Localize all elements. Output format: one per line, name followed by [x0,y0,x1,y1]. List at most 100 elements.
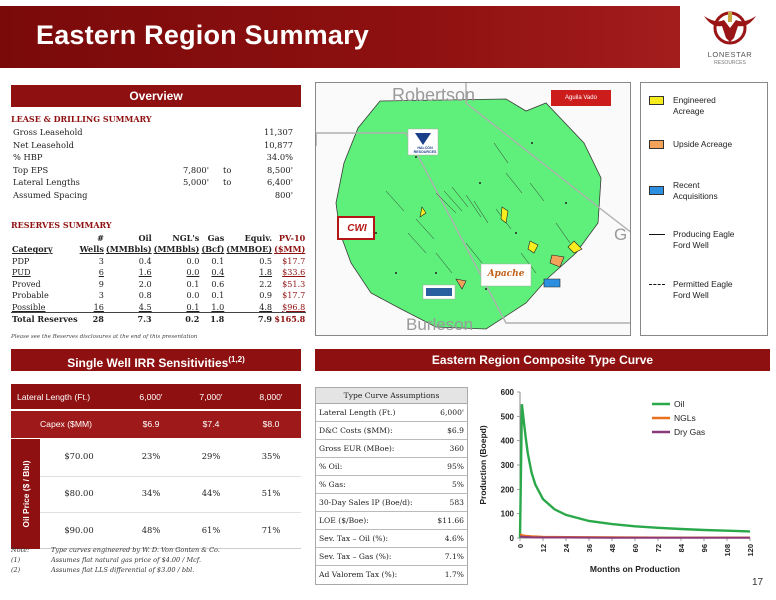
tca-label: LOE ($/Boe): [319,516,369,525]
lease-label: Gross Leasehold [13,127,83,137]
lease-row: Top EPS 7,800' to 8,500' [11,165,301,178]
tca-value: 1.7% [444,570,464,579]
overview-header: Overview [11,85,301,107]
x-axis-label: Months on Production [590,564,680,574]
reserves-cell: $17.7 [282,255,306,266]
lease-label: Assumed Spacing [13,189,88,200]
y-tick-label: 100 [501,510,515,519]
x-tick-label: 120 [746,544,755,557]
reserves-cell: 0.2 [152,312,201,324]
reserves-cell: 2.2 [259,278,273,289]
irr-value: 44% [201,488,221,498]
reserves-row: Total Reserves 28 7.3 0.2 1.8 7.9 $165.8 [11,312,307,324]
y-tick-label: 500 [501,412,515,421]
tca-value: 95% [447,462,464,471]
reserves-cell: Total Reserves [11,312,79,324]
reserves-cell: 0.9 [259,290,273,301]
reserves-cell: PDP [12,255,30,266]
note-text: Assumes flat natural gas price of $4.00 … [51,556,202,564]
row-divider [40,476,301,477]
tca-label: % Oil: [319,462,343,471]
x-tick-label: 0 [516,544,525,548]
apache-logo: Apache [487,269,525,279]
tca-row: Lateral Length (Ft.) 6,000' [316,404,467,422]
reserves-cell: (MMBbls) [105,244,152,255]
x-tick-label: 60 [631,544,640,552]
reserves-row: Possible 16 4.5 0.1 1.0 4.8 $96.8 [11,301,306,313]
reserves-row: PUD 6 1.6 0.0 0.4 1.8 $33.6 [11,267,306,279]
reserves-cell: PV-10 [278,232,306,243]
dashed-line-icon [649,284,665,285]
tca-value: 4.6% [444,534,464,543]
series-line-dry-gas [519,535,750,539]
note-text: Assumes flat LLS differential of $3.00 /… [51,566,195,574]
reserves-cell: 2.0 [138,278,152,289]
legend-label: Ford Well [673,240,709,250]
reserves-cell: 0.4 [211,267,225,278]
reserves-cell: 6 [98,267,104,278]
lease-row: Net Leasehold 10,877 [11,140,301,153]
note-text: Type curves engineered by W. D. Von Gont… [51,546,220,554]
reserves-row: PDP 3 0.4 0.0 0.1 0.5 $17.7 [11,255,306,267]
irr-capex-label: Capex ($MM) [39,419,93,429]
y-tick-label: 200 [501,485,515,494]
legend-swatch [649,140,664,149]
type-curve-assumptions: Type Curve Assumptions Lateral Length (F… [315,387,468,585]
legend-label: Permitted Eagle [673,279,733,289]
legend-label: Recent [673,180,700,190]
tca-row: % Oil: 95% [316,458,467,476]
x-tick-label: 84 [677,543,686,552]
reserves-row: # Oil NGL's Gas Equiv. PV-10 [11,232,306,244]
irr-body [40,439,301,549]
county-robertson: Robertson [392,85,476,105]
irr-value: 48% [141,525,161,535]
county-l: l [316,131,318,151]
tca-value: 5% [451,480,464,489]
page-title: Eastern Region Summary [36,20,370,50]
irr-value: 34% [141,488,161,498]
lease-value-from: 7,800' [182,164,209,175]
irr-price: $80.00 [64,488,94,498]
legend-label: Ford Well [673,290,709,300]
tca-label: Gross EUR (MBoe): [319,444,395,453]
oil-price-label: Oil Price ($ / Bbl) [21,460,31,528]
reserves-disclaimer: Please see the Reserves disclosures at t… [11,334,198,340]
lease-value: 34.0% [266,152,293,163]
reserves-cell: (MMBOE) [226,244,273,255]
reserves-cell: (Bcf) [201,244,225,255]
irr-capex-value: $8.0 [262,419,280,429]
type-curve-chart: 0 100 200 300 400 500 600 0 12 24 36 48 60 72 84 96 108 1… [474,384,770,580]
lease-title: LEASE & DRILLING SUMMARY [11,114,152,124]
lease-to: to [223,177,232,188]
reserves-cell: 0.8 [138,290,152,301]
county-burleson: Burleson [406,315,474,334]
reserves-cell: 7.3 [104,312,153,324]
reserves-cell: 0.5 [259,255,273,266]
x-tick-label: 36 [585,544,594,552]
tca-row: % Gas: 5% [316,476,467,494]
legend-swatch [649,96,664,105]
reserves-cell: 0.0 [186,267,200,278]
reserves-cell: 9 [98,278,104,289]
reserves-cell: 1.0 [211,301,225,312]
type-curve-header: Eastern Region Composite Type Curve [315,349,770,371]
reserves-cell: 4.5 [138,301,152,312]
reserves-cell: 0.1 [186,301,200,312]
irr-length-value: 6,000' [139,392,163,402]
lease-row: Lateral Lengths 5,000' to 6,400' [11,177,301,190]
aguila-vado-label: Aguila Vado [551,90,611,106]
lease-label: Top EPS [13,164,49,175]
irr-price: $90.00 [64,525,94,535]
x-tick-label: 12 [539,544,548,552]
lease-label: Net Leasehold [13,139,74,150]
reserves-cell: 16 [93,301,104,312]
halcon-logo: HALCÓN RESOURCES [413,146,437,154]
tca-row: Sev. Tax – Gas (%): 7.1% [316,548,467,566]
header: Eastern Region Summary LONESTAR RESOURCE… [0,0,776,76]
x-tick-label: 96 [700,544,709,552]
reserves-cell: $33.6 [282,267,306,278]
lease-value: 11,307 [263,127,293,137]
solid-line-icon [649,234,665,235]
lease-row: Gross Leasehold 11,307 [11,127,301,140]
logo-sub: RESOURCES [714,60,746,66]
